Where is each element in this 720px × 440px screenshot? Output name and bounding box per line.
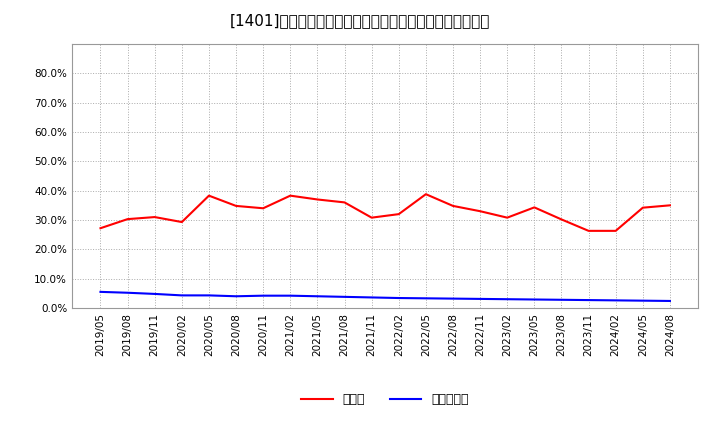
現頲金	[557, 217, 566, 222]
有利子負債	[584, 297, 593, 303]
有利子負債	[341, 294, 349, 300]
現頲金	[96, 226, 105, 231]
現頲金	[476, 209, 485, 214]
現頲金	[367, 215, 376, 220]
有利子負債	[557, 297, 566, 302]
現頲金	[584, 228, 593, 234]
有利子負債	[449, 296, 457, 301]
現頲金	[123, 216, 132, 222]
現頲金	[150, 214, 159, 220]
有利子負債	[232, 293, 240, 299]
現頲金	[178, 220, 186, 225]
現頲金	[259, 205, 268, 211]
有利子負債	[96, 289, 105, 294]
有利子負債	[286, 293, 294, 298]
有利子負債	[530, 297, 539, 302]
有利子負債	[178, 293, 186, 298]
現頲金	[204, 193, 213, 198]
現頲金	[313, 197, 322, 202]
有利子負債	[259, 293, 268, 298]
現頲金	[232, 203, 240, 209]
現頲金	[611, 228, 620, 234]
有利子負債	[611, 298, 620, 303]
有利子負債	[395, 295, 403, 301]
現頲金	[530, 205, 539, 210]
Text: [1401]　現頲金、有利子負債の総資産に対する比率の推移: [1401] 現頲金、有利子負債の総資産に対する比率の推移	[230, 13, 490, 28]
現頲金	[449, 203, 457, 209]
現頲金	[665, 203, 674, 208]
現頲金	[639, 205, 647, 210]
現頲金	[286, 193, 294, 198]
有利子負債	[639, 298, 647, 303]
Legend: 現頲金, 有利子負債: 現頲金, 有利子負債	[297, 388, 474, 411]
現頲金	[421, 191, 430, 197]
現頲金	[395, 212, 403, 217]
有利子負債	[123, 290, 132, 295]
有利子負債	[150, 291, 159, 297]
有利子負債	[313, 293, 322, 299]
有利子負債	[367, 295, 376, 300]
Line: 現頲金: 現頲金	[101, 194, 670, 231]
有利子負債	[204, 293, 213, 298]
Line: 有利子負債: 有利子負債	[101, 292, 670, 301]
有利子負債	[503, 297, 511, 302]
現頲金	[341, 200, 349, 205]
有利子負債	[665, 298, 674, 304]
現頲金	[503, 215, 511, 220]
有利子負債	[421, 296, 430, 301]
有利子負債	[476, 296, 485, 301]
